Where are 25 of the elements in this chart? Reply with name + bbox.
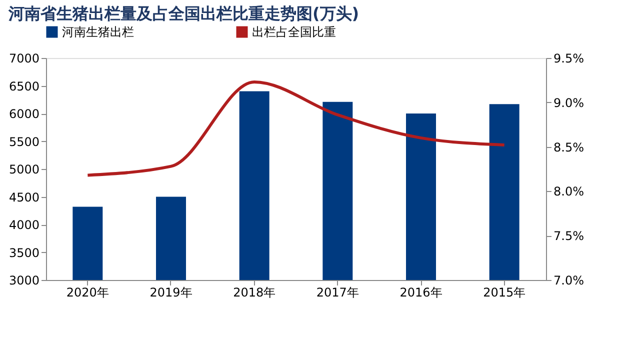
x-tick-label: 2018年 [233, 286, 276, 300]
x-tick-label: 2015年 [483, 286, 526, 300]
y2-tick-label: 7.0% [554, 274, 584, 288]
legend-label: 出栏占全国比重 [252, 25, 336, 39]
y-tick-label: 4500 [8, 190, 40, 204]
y2-tick-label: 9.5% [554, 52, 584, 66]
y-tick-label: 4000 [8, 218, 40, 232]
y-tick-label: 6500 [8, 79, 40, 94]
y2-tick-label: 8.0% [554, 184, 584, 199]
legend-label: 河南生猪出栏 [62, 25, 134, 39]
y-tick-label: 5000 [8, 162, 40, 176]
y-tick-label: 7000 [8, 52, 40, 66]
x-tick-label: 2016年 [400, 286, 442, 300]
y2-tick-label: 8.5% [554, 140, 584, 154]
y-tick-label: 6000 [8, 107, 40, 121]
y2-tick-label: 7.5% [554, 229, 584, 244]
y2-tick-label: 9.0% [554, 96, 584, 110]
x-tick-label: 2019年 [150, 286, 192, 300]
chart-title: 河南省生猪出栏量及占全国出栏比重走势图(万头) [7, 4, 360, 23]
line-series [86, 80, 506, 177]
x-tick-label: 2017年 [316, 286, 359, 300]
y-tick-label: 3500 [8, 246, 40, 260]
y-tick-label: 5500 [8, 134, 40, 149]
x-tick-label: 2020年 [66, 286, 109, 300]
y-tick-label: 3000 [8, 274, 40, 288]
